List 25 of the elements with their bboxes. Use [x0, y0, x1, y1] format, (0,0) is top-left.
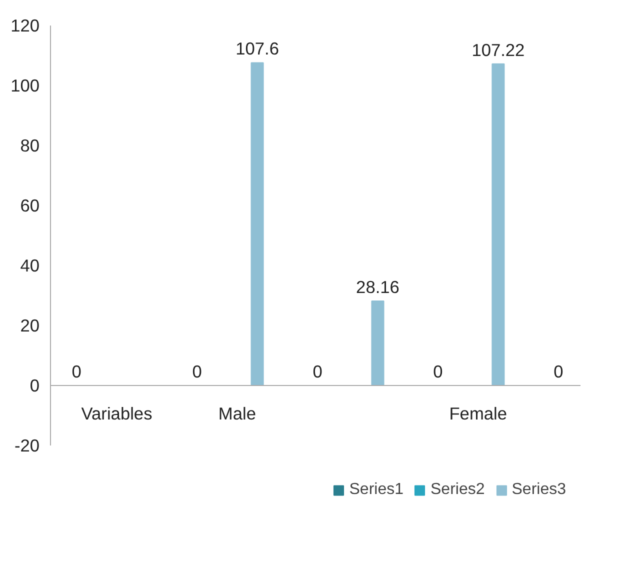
- bar: [492, 63, 505, 386]
- x-tick-label: Female: [449, 404, 508, 424]
- data-label: 107.22: [472, 40, 525, 60]
- legend-label: Series3: [512, 481, 566, 499]
- legend-label: Series2: [430, 481, 485, 499]
- data-label: 0: [554, 362, 564, 382]
- bar: [250, 62, 264, 386]
- y-tick-label: 40: [20, 256, 40, 276]
- data-label: 28.16: [356, 277, 400, 298]
- y-tick-label: 0: [30, 376, 40, 396]
- legend-label: Series1: [349, 481, 404, 499]
- data-label: 0: [312, 362, 322, 382]
- x-tick-label: Male: [218, 404, 256, 424]
- bar: [371, 300, 384, 386]
- y-tick-label: 20: [20, 316, 40, 336]
- y-tick-label: 60: [20, 196, 40, 216]
- data-label: 107.6: [236, 38, 279, 59]
- y-tick-label: 100: [10, 76, 40, 96]
- data-label: 0: [192, 362, 202, 382]
- y-tick-label: -20: [14, 436, 40, 456]
- y-tick-label: 120: [10, 16, 40, 36]
- data-label: 0: [72, 362, 82, 382]
- y-tick-label: 80: [20, 136, 40, 156]
- x-tick-label: Variables: [81, 404, 153, 424]
- data-label: 0: [433, 362, 443, 382]
